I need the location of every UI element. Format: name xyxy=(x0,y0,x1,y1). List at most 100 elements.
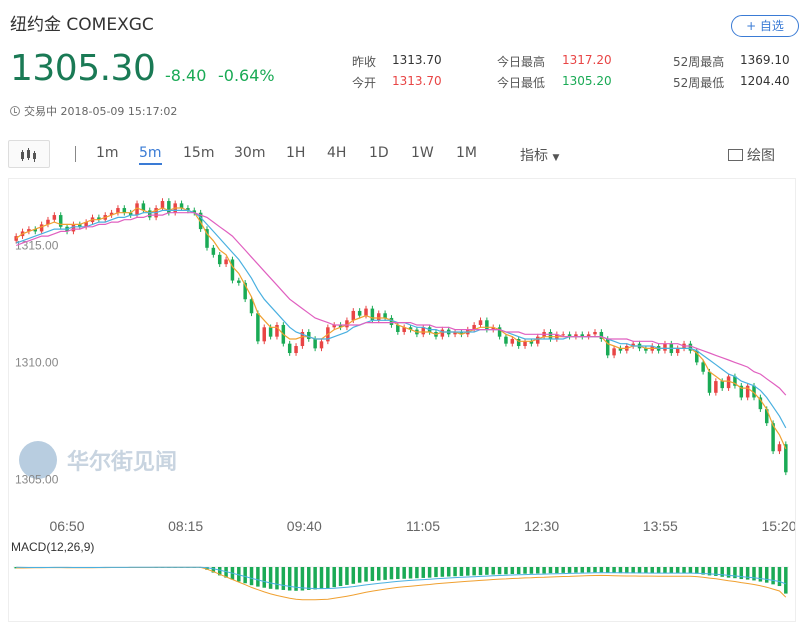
macd-bar xyxy=(548,567,553,574)
candle-body xyxy=(122,208,127,213)
macd-bar xyxy=(504,567,508,575)
candle-body xyxy=(408,327,413,330)
wk52-low-label: 52周最低 xyxy=(673,76,725,90)
day-high-value: 1317.20 xyxy=(562,53,612,67)
macd-bar xyxy=(224,567,228,578)
macd-bar xyxy=(739,567,744,580)
add-watchlist-button[interactable]: + 自选 xyxy=(731,15,799,37)
candle-body xyxy=(376,313,381,321)
candle-body xyxy=(733,376,737,386)
macd-bar xyxy=(644,567,648,574)
macd-bar xyxy=(707,567,712,576)
candle-body xyxy=(726,376,731,389)
candle-body xyxy=(71,224,76,232)
candle-body xyxy=(497,327,502,337)
candle-body xyxy=(351,310,356,321)
candle-body xyxy=(459,331,464,335)
timeframe-1w[interactable]: 1W xyxy=(411,145,434,161)
candle-body xyxy=(287,343,292,354)
macd-bar xyxy=(421,567,426,578)
candle-body xyxy=(396,324,400,332)
candle-body xyxy=(707,371,712,393)
candle-body xyxy=(237,280,241,283)
candle-body xyxy=(714,381,718,393)
timeframe-1mo[interactable]: 1M xyxy=(456,145,477,161)
x-tick-label: 11:05 xyxy=(406,518,440,534)
ma-line xyxy=(15,209,787,429)
macd-bar xyxy=(599,567,604,573)
macd-bar xyxy=(701,567,705,575)
candle-body xyxy=(256,313,260,342)
candle-body xyxy=(440,329,445,337)
macd-bar xyxy=(726,567,731,578)
clock-icon xyxy=(10,106,20,116)
candle-body xyxy=(33,229,38,232)
macd-bar xyxy=(536,567,540,574)
draw-label: 绘图 xyxy=(747,148,775,164)
macd-bar xyxy=(612,567,616,573)
y-tick-label: 1305.00 xyxy=(15,472,59,486)
macd-bar xyxy=(408,567,413,579)
timeframe-1h[interactable]: 1H xyxy=(286,145,306,161)
candle-body xyxy=(516,339,521,347)
macd-bar xyxy=(275,567,279,590)
candle-body xyxy=(536,336,540,344)
macd-bar xyxy=(491,567,495,575)
timeframe-30m[interactable]: 30m xyxy=(234,145,266,161)
draw-button[interactable]: 绘图 xyxy=(728,145,775,165)
candle-body xyxy=(262,327,266,342)
toolbar-divider xyxy=(75,146,76,162)
timeframe-15m[interactable]: 15m xyxy=(183,145,215,161)
macd-bar xyxy=(211,567,216,573)
candle-body xyxy=(491,327,495,330)
macd-bar xyxy=(256,567,260,587)
candle-body xyxy=(230,259,235,281)
candle-body xyxy=(739,385,744,398)
macd-title: MACD(12,26,9) xyxy=(11,540,94,554)
indicator-dropdown[interactable]: 指标 ▼ xyxy=(520,145,559,165)
candle-body xyxy=(453,331,457,335)
price-change: -8.40 xyxy=(165,66,207,85)
timeframe-1m[interactable]: 1m xyxy=(96,145,119,161)
candle-body xyxy=(784,444,788,473)
timeframe-4h[interactable]: 4H xyxy=(327,145,347,161)
candle-body xyxy=(745,385,750,398)
timeframe-1d[interactable]: 1D xyxy=(369,145,389,161)
macd-bar xyxy=(593,567,597,573)
candle-body xyxy=(300,331,305,347)
ma-line xyxy=(15,207,787,450)
macd-bar xyxy=(516,567,521,574)
candle-body xyxy=(135,203,139,216)
candle-body xyxy=(39,224,44,232)
chart-type-button[interactable] xyxy=(8,140,50,168)
macd-bar xyxy=(771,567,775,585)
day-high-label: 今日最高 xyxy=(497,55,546,69)
macd-bar xyxy=(764,567,769,583)
candle-body xyxy=(370,308,375,321)
macd-bar xyxy=(14,567,18,569)
candle-body xyxy=(720,381,724,389)
chart-panel[interactable]: 华尔街见闻 1315.00 1310.00 1305.00 06:50 08:15 09:4… xyxy=(8,178,796,622)
macd-bar xyxy=(574,567,578,573)
day-low-label: 今日最低 xyxy=(497,76,546,90)
macd-bar xyxy=(402,567,406,579)
timeframe-5m[interactable]: 5m xyxy=(139,145,162,165)
macd-bar xyxy=(663,567,667,574)
macd-bar xyxy=(650,567,654,574)
macd-bar xyxy=(427,567,432,578)
candle-body xyxy=(313,339,317,349)
macd-bar xyxy=(625,567,629,574)
candle-body xyxy=(148,210,152,218)
candle-body xyxy=(275,324,279,337)
chart-draw-icon xyxy=(728,149,743,161)
macd-bar xyxy=(733,567,737,579)
macd-bar xyxy=(281,567,286,590)
candle-body xyxy=(523,341,527,347)
candle-body xyxy=(631,343,635,347)
candle-body xyxy=(205,229,209,248)
indicator-label: 指标 xyxy=(520,148,548,164)
candle-body xyxy=(332,324,336,328)
macd-bar xyxy=(542,567,546,574)
watermark-text: 华尔街见闻 xyxy=(67,449,177,475)
